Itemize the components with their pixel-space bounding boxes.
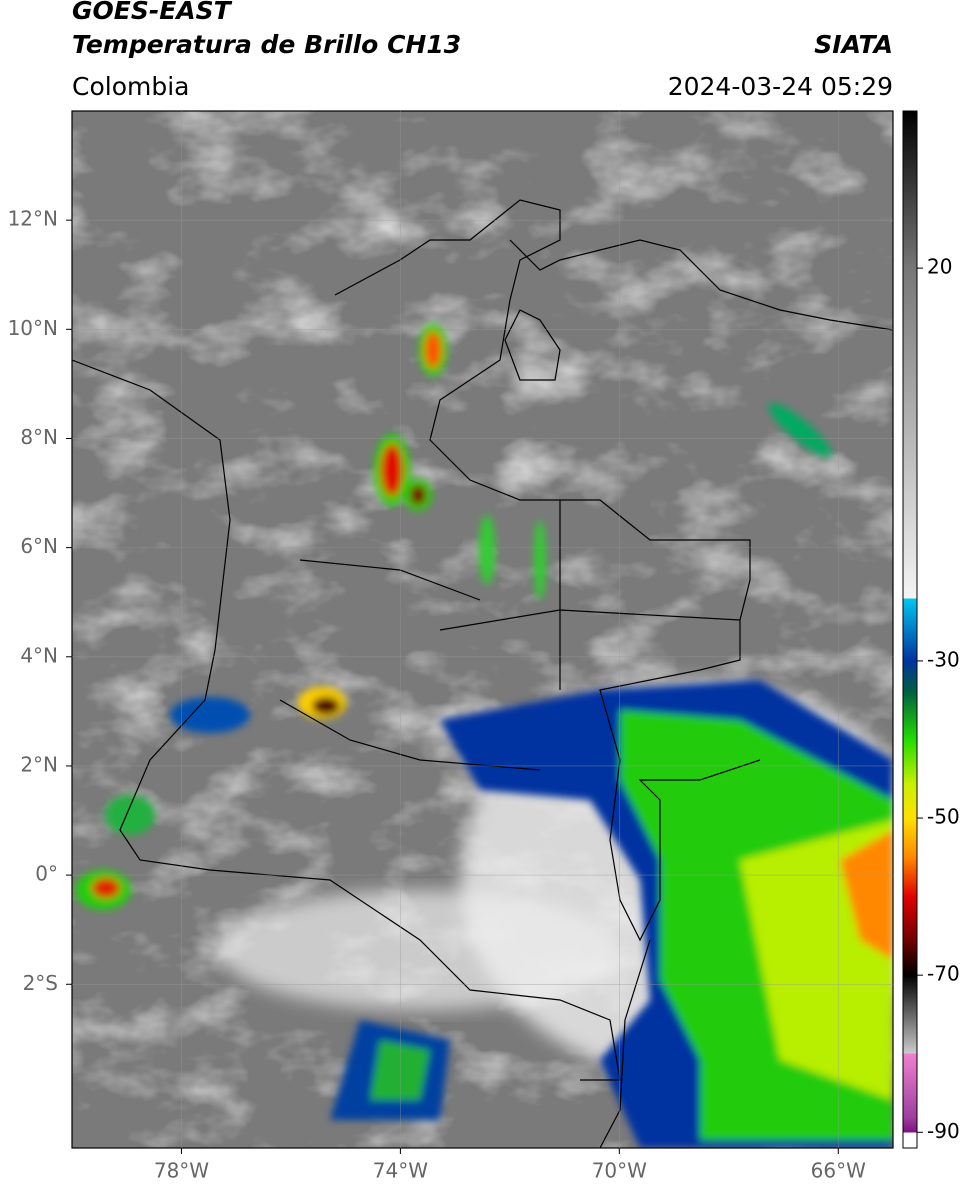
region: Colombia (72, 72, 190, 101)
y-tick-label: 4°N (20, 643, 58, 667)
datetime: 2024-03-24 05:29 (667, 72, 893, 101)
colorbar (902, 110, 918, 1149)
x-tick-label: 70°W (592, 1159, 647, 1183)
y-tick-label: 10°N (8, 316, 58, 340)
colorbar-tick-label: -70 (927, 962, 960, 986)
x-tick-label: 66°W (811, 1159, 866, 1183)
x-tick-label: 78°W (154, 1159, 209, 1183)
y-tick-label: 2°N (20, 752, 58, 776)
colorbar-tick-label: -30 (927, 647, 960, 671)
y-tick-label: 6°N (20, 534, 58, 558)
y-tick-label: 12°N (8, 207, 58, 231)
colorbar-tick-label: -50 (927, 805, 960, 829)
subtitle: Temperatura de Brillo CH13 (72, 30, 462, 59)
colorbar-tick-label: -90 (927, 1119, 960, 1143)
title: GOES-EAST (72, 0, 231, 25)
map-frame (71, 110, 894, 1149)
satellite-image (72, 111, 893, 1148)
y-tick-label: 0° (35, 862, 58, 886)
borders (72, 199, 893, 1148)
y-tick-label: 8°N (20, 425, 58, 449)
y-tick-label: 2°S (23, 971, 58, 995)
colorbar-tick-label: 20 (927, 255, 952, 279)
source: SIATA (814, 30, 893, 59)
x-tick-label: 74°W (373, 1159, 428, 1183)
